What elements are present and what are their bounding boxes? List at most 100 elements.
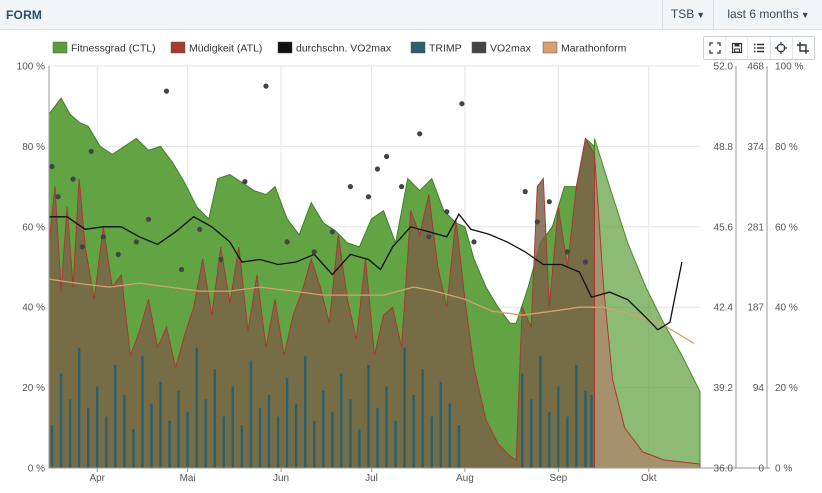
trimp-bar <box>195 347 198 468</box>
trimp-bar <box>340 373 343 468</box>
legend-label: Müdigkeit (ATL) <box>189 43 262 55</box>
trimp-bar <box>105 416 108 468</box>
vo2max-point <box>197 226 203 232</box>
y-tick-label-vo2max: 52.0 <box>714 62 734 73</box>
trimp-bar <box>331 412 334 468</box>
vo2max-point <box>444 209 450 215</box>
trimp-bar <box>240 425 244 468</box>
trimp-bar <box>439 382 442 468</box>
legend-label: durchschn. VO2max <box>296 43 392 55</box>
trimp-bar <box>367 364 370 468</box>
trimp-bar <box>394 420 397 468</box>
trimp-bar <box>376 407 379 468</box>
vo2max-point <box>115 251 121 257</box>
save-icon <box>731 42 742 54</box>
y-tick-label-left: 0 % <box>28 464 45 475</box>
trimp-bar <box>304 356 307 468</box>
chevron-down-icon: ▼ <box>696 10 706 20</box>
x-tick-label: Sep <box>549 473 567 484</box>
x-tick-label: Jul <box>365 473 378 484</box>
vo2max-point <box>459 101 465 107</box>
trimp-bar <box>68 399 72 468</box>
avg-vo2max-line <box>49 213 683 331</box>
fullscreen-button[interactable] <box>704 37 725 59</box>
trimp-bar <box>87 407 90 468</box>
trimp-bar <box>186 412 189 468</box>
legend-swatch <box>170 41 186 54</box>
trimp-bar <box>123 395 126 468</box>
trimp-bar <box>276 416 280 468</box>
vo2max-point <box>133 239 139 245</box>
trimp-bar <box>132 429 135 468</box>
chart-toolbar <box>703 36 815 60</box>
x-tick-label: Apr <box>89 473 105 484</box>
vo2max-point <box>365 194 372 200</box>
trimp-bar <box>584 390 587 468</box>
legend-label: VO2max <box>490 43 532 55</box>
trimp-bar <box>59 373 63 468</box>
trimp-bar <box>50 425 54 468</box>
trimp-bar <box>557 386 560 468</box>
ctl-forecast-area <box>594 138 701 469</box>
trimp-bar <box>249 360 253 468</box>
trimp-bar <box>213 369 216 468</box>
trimp-bar <box>521 373 524 468</box>
atl-forecast-area <box>594 154 701 469</box>
x-tick-label: Okt <box>641 473 657 484</box>
widget-header: FORM TSB ▼ last 6 months ▼ <box>0 0 822 30</box>
trimp-bar <box>448 403 451 468</box>
y-tick-label-left: 100 % <box>17 62 45 73</box>
trimp-bar <box>114 364 117 468</box>
y-tick-label-trimp: 94 <box>753 383 765 394</box>
vo2max-point <box>218 256 224 263</box>
trimp-bar <box>204 399 207 468</box>
metric-select[interactable]: TSB ▼ <box>662 0 713 29</box>
vo2max-point <box>284 239 290 245</box>
vo2max-point <box>534 219 540 225</box>
list-button[interactable] <box>747 37 769 59</box>
y-tick-label-vo2max: 48.8 <box>714 142 734 153</box>
y-tick-label-vo2max: 42.4 <box>714 303 734 314</box>
vo2max-point <box>564 249 571 255</box>
vo2max-point <box>347 184 353 190</box>
trimp-bar <box>177 390 180 468</box>
y-tick-label-trimp: 374 <box>747 142 764 153</box>
fullscreen-icon <box>708 42 721 54</box>
vo2max-point <box>100 234 106 240</box>
trimp-bar <box>258 407 262 468</box>
y-tick-label-left: 60 % <box>22 222 45 233</box>
list-icon <box>754 43 764 53</box>
range-select[interactable]: last 6 months ▼ <box>713 0 822 29</box>
y-tick-label-left: 80 % <box>22 142 45 153</box>
y-tick-label-trimp: 281 <box>747 222 764 233</box>
crop-button[interactable] <box>791 37 814 59</box>
legend-swatch <box>471 41 487 54</box>
vo2max-point <box>582 259 589 265</box>
trimp-bar <box>96 386 99 468</box>
trimp-bar <box>349 399 352 468</box>
crop-icon <box>797 42 810 54</box>
x-tick-label: Aug <box>456 473 474 484</box>
vo2max-point <box>329 229 335 235</box>
vo2max-point <box>522 189 528 195</box>
y-tick-label-trimp: 468 <box>747 62 764 73</box>
vo2max-point <box>88 148 94 154</box>
trimp-bar <box>575 364 578 468</box>
trimp-bar <box>313 420 316 468</box>
vo2max-point <box>417 131 423 137</box>
vo2max-point <box>399 184 405 190</box>
save-button[interactable] <box>725 37 747 59</box>
trimp-bar <box>222 416 225 468</box>
y-tick-label-percent: 0 % <box>775 464 792 475</box>
trimp-bar <box>150 403 153 468</box>
y-tick-label-percent: 100 % <box>775 62 803 73</box>
y-tick-label-vo2max: 39.2 <box>714 383 734 394</box>
vo2max-point <box>49 163 55 170</box>
chevron-down-icon: ▼ <box>800 10 810 20</box>
trimp-bar <box>590 395 593 468</box>
y-tick-label-percent: 80 % <box>775 142 798 153</box>
trimp-bar <box>141 356 144 468</box>
x-tick-label: Jun <box>273 473 289 484</box>
crosshair-button[interactable] <box>769 37 792 59</box>
